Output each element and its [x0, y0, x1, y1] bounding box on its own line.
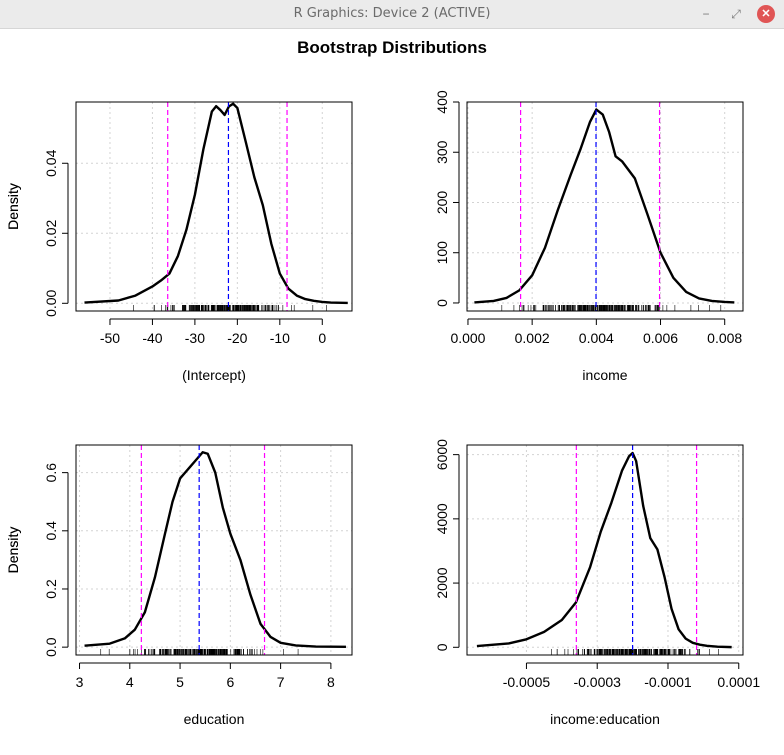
- y-axis-label: Density: [5, 183, 21, 230]
- y-tick-label: 0.2: [43, 579, 59, 599]
- chart-income-education: -0.0005 -0.0003 -0.0001 0.0001 income:educat…: [5, 439, 760, 727]
- x-tick-label: 0.0001: [717, 674, 760, 690]
- window-title: R Graphics: Device 2 (ACTIVE): [293, 6, 491, 21]
- y-axis-label: Density: [5, 527, 21, 574]
- x-tick-label: 0.004: [579, 330, 614, 346]
- x-tick-label: 0.002: [515, 330, 550, 346]
- plot-canvas: Bootstrap Distributions -50 -40 -30 -20 -10 0…: [0, 29, 784, 750]
- plot-frame: [75, 101, 353, 312]
- density-curve: [474, 108, 735, 304]
- y-tick-label: 0.6: [43, 463, 59, 483]
- y-tick-label: 0: [434, 299, 450, 307]
- x-tick-label: 0.006: [643, 330, 678, 346]
- x-tick-label: -40: [142, 330, 162, 346]
- y-tick-label: 6000: [434, 439, 450, 470]
- x-tick-label: 0.000: [450, 330, 485, 346]
- x-tick-label: -0.0005: [503, 674, 551, 690]
- x-tick-label: 5: [176, 674, 184, 690]
- y-tick-label: 400: [434, 90, 450, 114]
- plot-frame: [466, 101, 744, 312]
- rug-marks: [133, 305, 327, 311]
- figure-title: Bootstrap Distributions: [297, 38, 487, 57]
- plot-frame: [466, 444, 744, 656]
- plots-svg: Bootstrap Distributions -50 -40 -30 -20 -10 0…: [5, 38, 760, 727]
- y-tick-label: 0.02: [43, 219, 59, 246]
- x-axis-label: education: [184, 711, 245, 727]
- x-tick-label: 6: [226, 674, 234, 690]
- y-axis-label: Density: [5, 183, 21, 230]
- x-tick-label: -20: [227, 330, 247, 346]
- y-axis-label: Density: [5, 527, 21, 574]
- y-tick-label: 100: [434, 241, 450, 265]
- x-tick-label: -10: [270, 330, 290, 346]
- y-tick-label: 0.0: [43, 637, 59, 657]
- x-tick-label: -50: [100, 330, 120, 346]
- y-tick-label: 200: [434, 191, 450, 215]
- x-tick-label: -30: [185, 330, 205, 346]
- x-tick-label: 4: [126, 674, 134, 690]
- x-tick-label: 0: [318, 330, 326, 346]
- y-tick-label: 2000: [434, 567, 450, 598]
- y-tick-label: 0.04: [43, 149, 59, 176]
- x-axis-label: income:education: [550, 711, 660, 727]
- minimize-button[interactable]: −: [702, 7, 710, 21]
- y-tick-label: 300: [434, 140, 450, 164]
- x-tick-label: -0.0001: [644, 674, 692, 690]
- x-tick-label: 3: [76, 674, 84, 690]
- plot-frame: [75, 444, 353, 656]
- x-tick-label: -0.0003: [573, 674, 621, 690]
- x-tick-label: 0.008: [707, 330, 742, 346]
- rug-marks: [501, 305, 722, 311]
- window-titlebar: R Graphics: Device 2 (ACTIVE) − ⤢ ✕: [0, 0, 784, 29]
- density-curve: [84, 451, 346, 649]
- y-tick-label: 4000: [434, 503, 450, 534]
- chart-intercept: -50 -40 -30 -20 -10 0 (Intercept) 0.00 0.02 0.04 D…: [5, 101, 353, 383]
- close-button[interactable]: ✕: [757, 5, 775, 23]
- density-curve: [84, 102, 348, 305]
- density-curve: [476, 451, 732, 649]
- chart-education: 3 4 5 6 7 8 education 0.0 0.2 0.4 0.6 Density: [5, 444, 353, 727]
- x-axis-label: income: [582, 367, 627, 383]
- x-tick-label: 8: [327, 674, 335, 690]
- maximize-button[interactable]: ⤢: [731, 7, 741, 21]
- y-tick-label: 0.4: [43, 521, 59, 541]
- x-tick-label: 7: [277, 674, 285, 690]
- x-axis-label: (Intercept): [182, 367, 246, 383]
- chart-income: 0.000 0.002 0.004 0.006 0.008income010020030…: [5, 90, 744, 383]
- y-tick-label: 0.00: [43, 289, 59, 316]
- y-tick-label: 0: [434, 643, 450, 651]
